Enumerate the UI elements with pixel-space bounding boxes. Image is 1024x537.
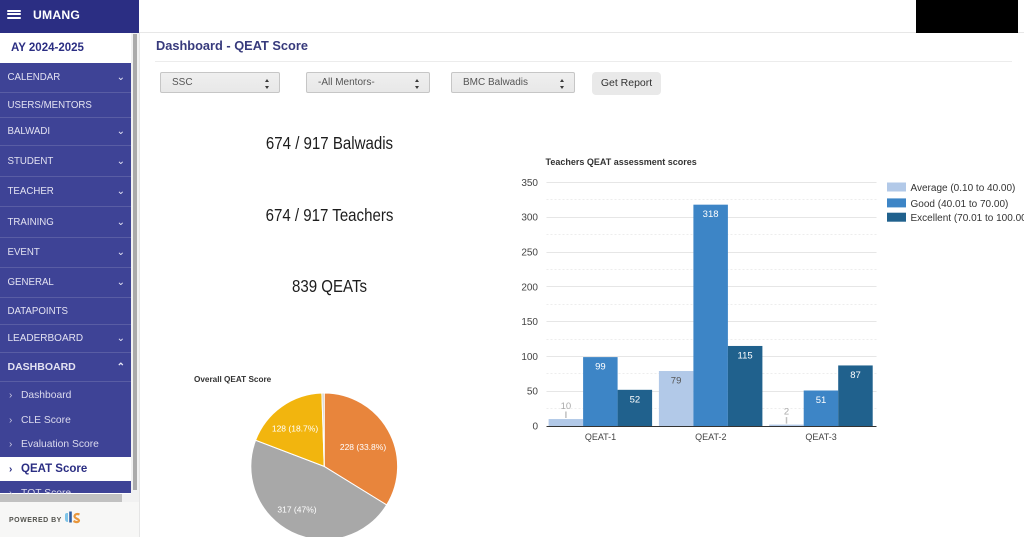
svg-text:99: 99 [595,362,606,373]
svg-text:128 (18.7%): 128 (18.7%) [272,424,318,434]
svg-text:100: 100 [521,352,538,363]
svg-text:Teachers QEAT assessment score: Teachers QEAT assessment scores [546,157,697,167]
svg-text:QEAT-2: QEAT-2 [695,432,726,442]
svg-text:10: 10 [561,401,572,412]
svg-text:317 (47%): 317 (47%) [277,505,316,515]
svg-text:Average (0.10 to 40.00): Average (0.10 to 40.00) [911,183,1016,194]
svg-text:250: 250 [521,248,538,259]
svg-text:Good (40.01 to 70.00): Good (40.01 to 70.00) [911,199,1009,210]
svg-text:300: 300 [521,213,538,224]
svg-text:QEAT-3: QEAT-3 [805,432,836,442]
svg-text:0: 0 [532,422,538,433]
svg-text:51: 51 [816,395,827,406]
svg-text:318: 318 [703,209,719,220]
svg-text:79: 79 [671,376,682,387]
svg-text:QEAT-1: QEAT-1 [585,432,616,442]
svg-text:2: 2 [784,407,789,418]
svg-text:50: 50 [527,387,539,398]
svg-text:350: 350 [521,178,538,189]
svg-text:115: 115 [738,351,753,362]
svg-text:150: 150 [521,317,538,328]
svg-text:87: 87 [850,370,861,381]
svg-text:Excellent (70.01 to 100.00): Excellent (70.01 to 100.00) [911,213,1024,224]
svg-text:52: 52 [630,394,641,405]
svg-text:228 (33.8%): 228 (33.8%) [340,442,386,452]
svg-text:200: 200 [521,282,538,293]
